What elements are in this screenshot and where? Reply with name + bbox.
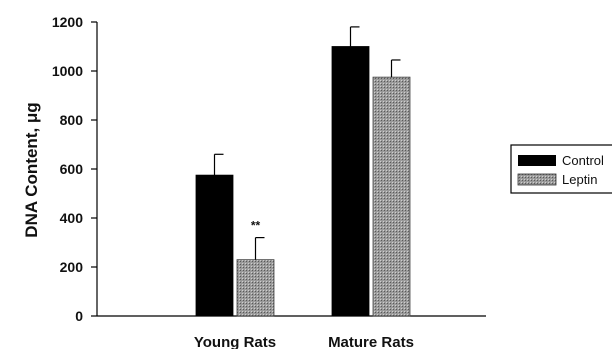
bar-control-mature-rats: [331, 46, 370, 317]
bar-control-young-rats: [195, 174, 234, 317]
category-label: Young Rats: [194, 334, 276, 349]
legend-frame: [510, 144, 612, 194]
category-labels: Young Rats Mature Rats: [194, 334, 414, 349]
y-tick-label: 1000: [52, 63, 83, 79]
legend-swatch-leptin: [517, 173, 557, 186]
y-tick-label: 0: [75, 308, 83, 324]
legend: Control Leptin: [510, 144, 612, 194]
legend-label-control: Control: [562, 153, 604, 168]
significance-marker: **: [251, 219, 261, 233]
category-label: Mature Rats: [328, 334, 414, 349]
y-tick-label: 200: [60, 259, 84, 275]
y-axis-title: DNA Content, μg: [22, 102, 41, 237]
y-tick-label: 800: [60, 112, 84, 128]
legend-label-leptin: Leptin: [562, 172, 597, 187]
legend-swatch-control: [518, 155, 556, 166]
y-tick-label: 1200: [52, 14, 83, 30]
y-tick-label: 600: [60, 161, 84, 177]
bars-group: [195, 26, 411, 317]
y-tick-label: 400: [60, 210, 84, 226]
bar-leptin-young-rats: [236, 259, 275, 317]
y-ticks: 0 200 400 600 800 1000 1200: [52, 14, 97, 324]
annotations: **: [251, 219, 261, 233]
bar-leptin-mature-rats: [372, 76, 411, 317]
